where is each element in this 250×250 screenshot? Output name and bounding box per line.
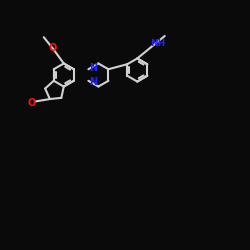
Text: O: O xyxy=(28,98,36,108)
Text: O: O xyxy=(48,43,56,53)
Text: N: N xyxy=(89,63,97,73)
Text: NH: NH xyxy=(150,39,166,48)
Text: N: N xyxy=(89,77,97,87)
